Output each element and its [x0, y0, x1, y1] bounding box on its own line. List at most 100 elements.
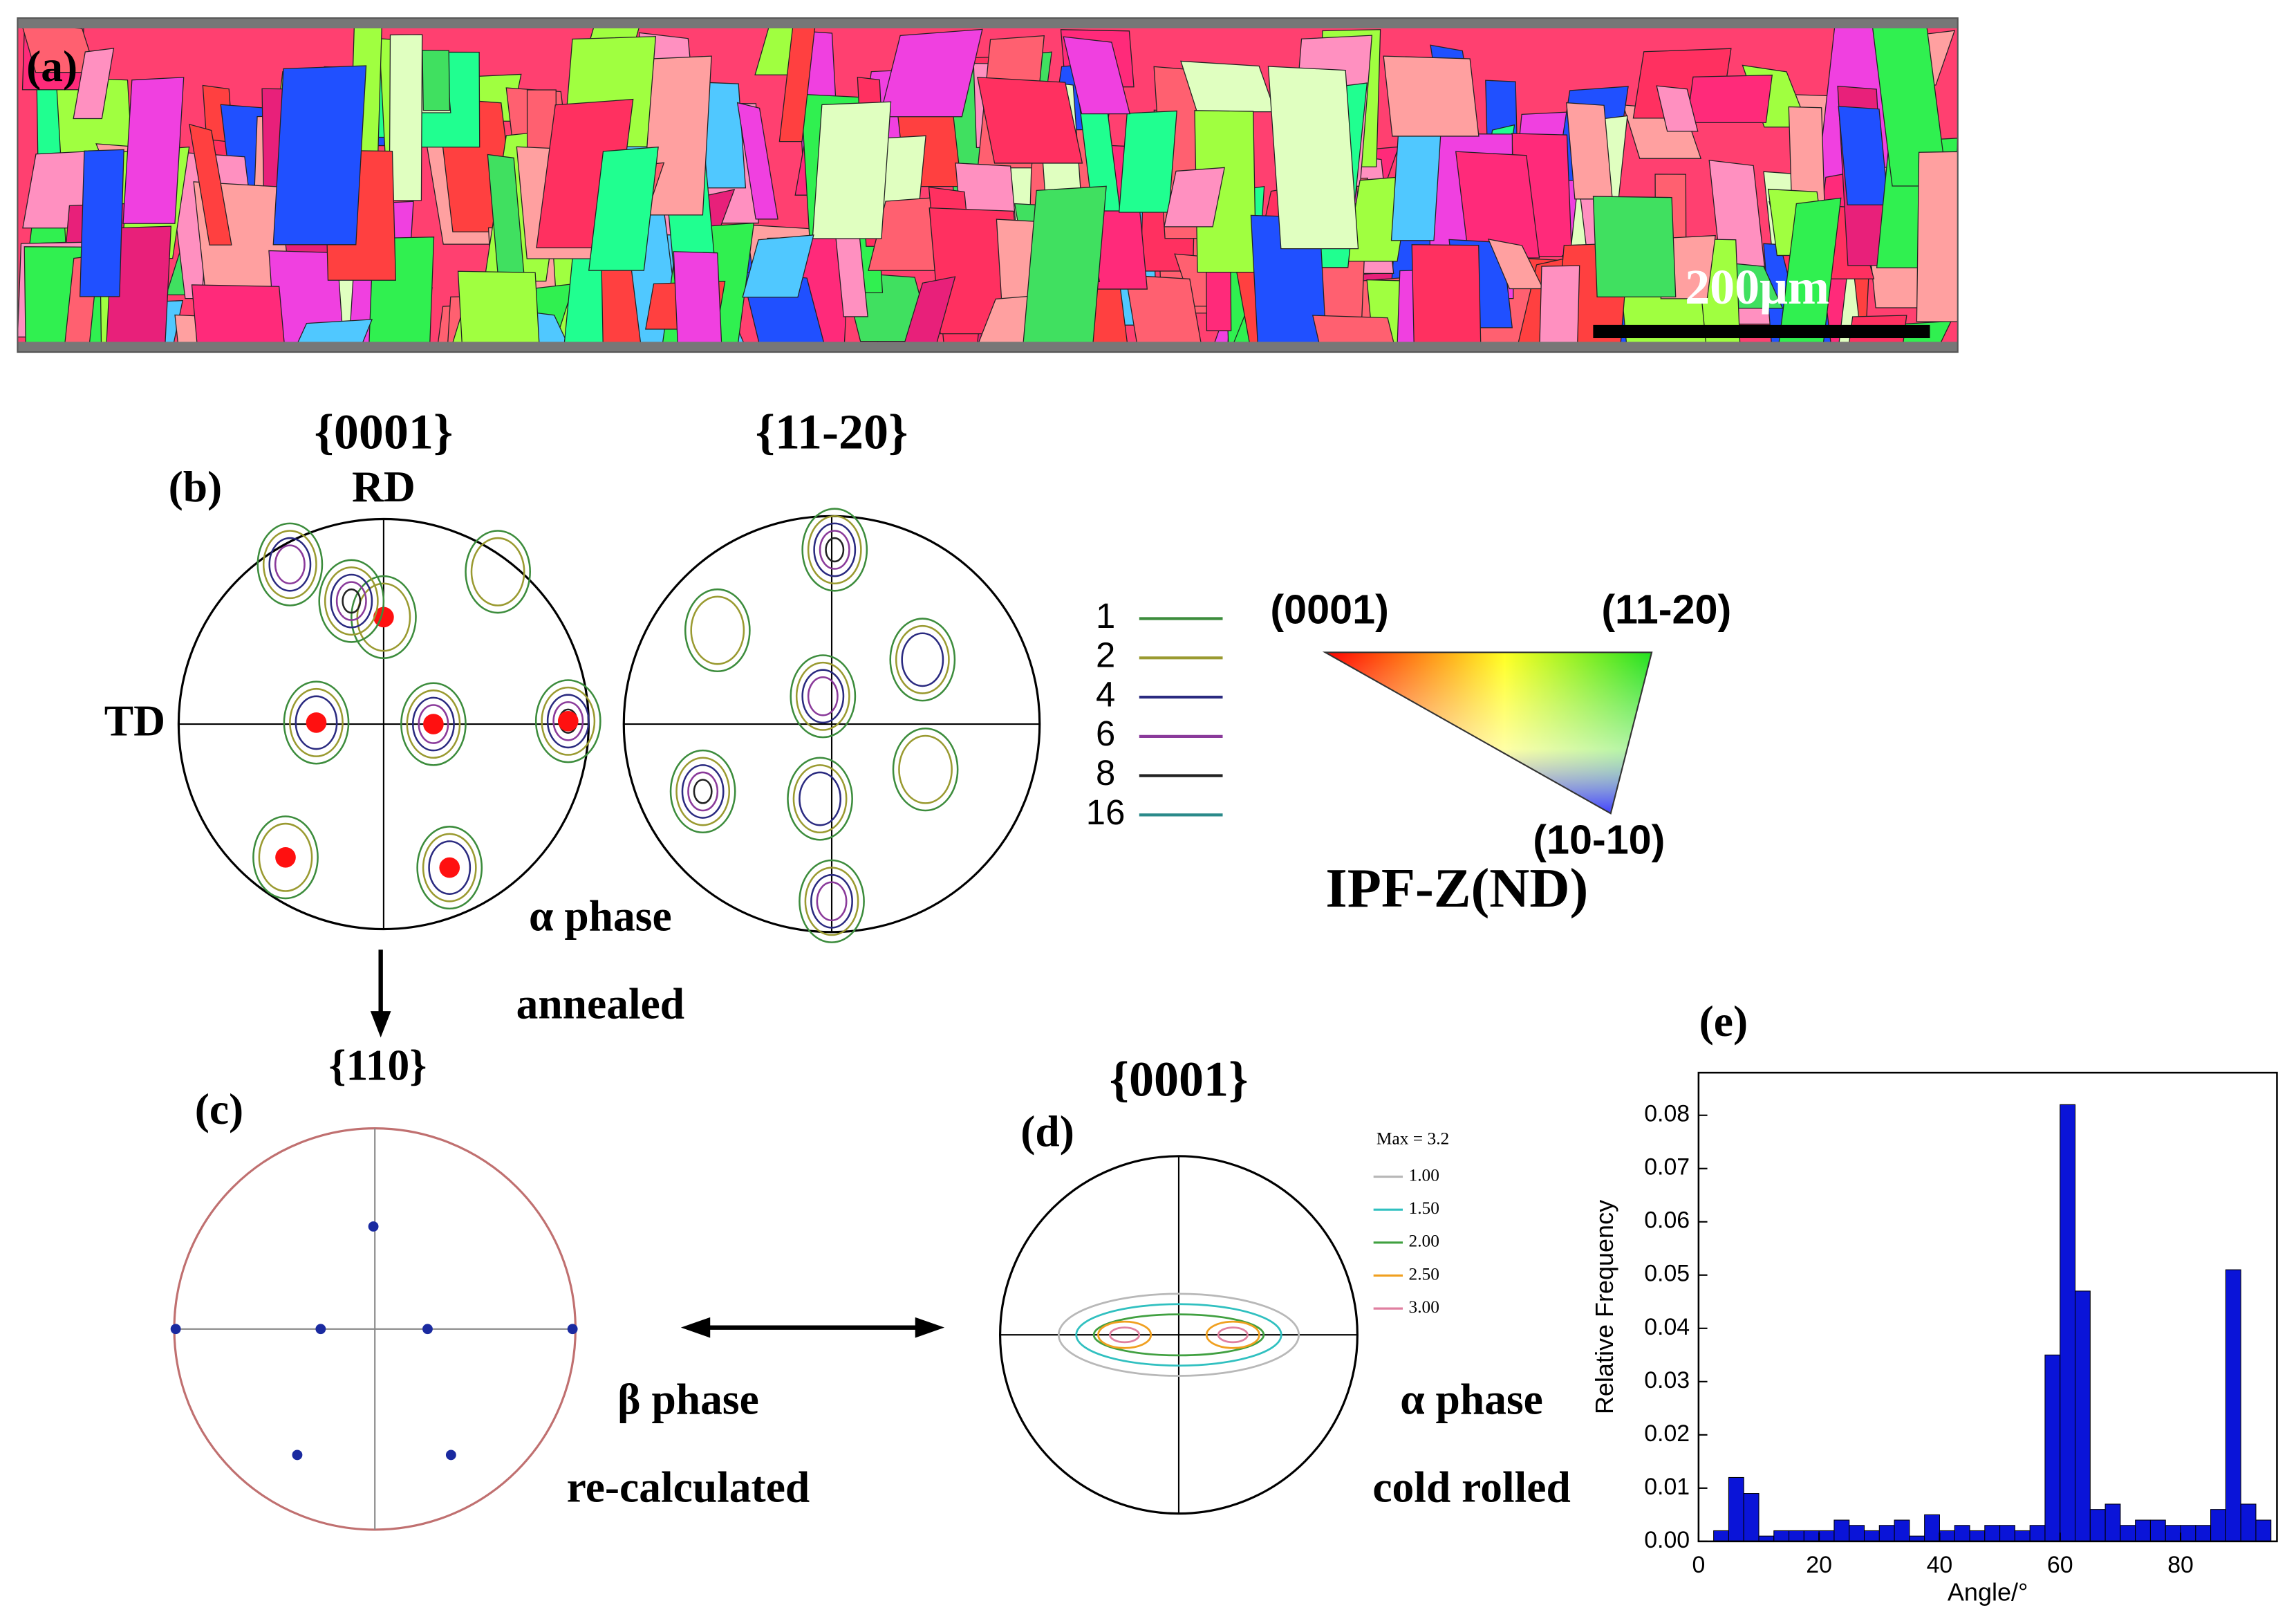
- ipf-triangle-shade: [1322, 651, 1653, 815]
- contour: [810, 873, 853, 929]
- y-tick-label: 0.00: [1644, 1527, 1690, 1553]
- contour: [324, 566, 379, 636]
- contour: [552, 701, 584, 741]
- legend-label: 2.00: [1409, 1232, 1439, 1251]
- bar: [2089, 1509, 2106, 1542]
- contour: [1075, 1303, 1282, 1367]
- grain: [422, 49, 451, 111]
- grain: [1022, 185, 1107, 353]
- bar: [2255, 1519, 2272, 1542]
- bar: [1999, 1525, 2015, 1542]
- contour: [1205, 1320, 1260, 1349]
- pole: [423, 714, 444, 734]
- contour: [681, 764, 725, 819]
- pf-title: {0001}: [1110, 1052, 1249, 1107]
- contour: [807, 515, 862, 584]
- x-tick-label: 20: [1806, 1552, 1832, 1578]
- bar: [1969, 1530, 1986, 1542]
- contour: [289, 687, 344, 757]
- contour: [252, 815, 319, 900]
- grain: [879, 28, 983, 118]
- map-frame: [17, 17, 1959, 353]
- contour: [428, 840, 472, 895]
- bar: [2029, 1525, 2046, 1542]
- grain: [122, 77, 185, 224]
- contour: [406, 689, 461, 759]
- x-tick-label: 80: [2167, 1552, 2194, 1578]
- contour: [258, 822, 313, 892]
- contour-legend: 1.00 1.50 2.00 2.50 3.00: [1373, 1165, 1439, 1317]
- contour: [792, 764, 848, 834]
- panel-label: (a): [26, 41, 77, 91]
- ipf-corner: (10-10): [1533, 816, 1665, 862]
- phase-label: β phase: [617, 1374, 759, 1423]
- contour: [318, 559, 385, 643]
- legend-label: 6: [1096, 714, 1115, 753]
- contour: [892, 728, 959, 812]
- pole: [439, 857, 460, 878]
- bar: [2135, 1519, 2151, 1542]
- grain: [736, 102, 778, 220]
- contour: [470, 537, 525, 606]
- arrow-head: [680, 1317, 711, 1338]
- contour: [1109, 1326, 1141, 1344]
- contour: [898, 734, 953, 804]
- y-tick-label: 0.01: [1644, 1474, 1690, 1500]
- grain: [79, 149, 124, 297]
- bar: [2195, 1525, 2212, 1542]
- ipf-corner: (11-20): [1601, 586, 1731, 633]
- grain: [673, 251, 722, 353]
- contour: [416, 826, 483, 910]
- grain: [1267, 66, 1359, 250]
- pole-figure: [998, 1155, 1359, 1515]
- poles: [170, 1221, 578, 1461]
- contour: [268, 537, 312, 592]
- contour: [256, 522, 324, 606]
- grain: [977, 77, 1083, 164]
- contour: [330, 573, 373, 629]
- bar: [1728, 1476, 1744, 1542]
- pf-title: {11-20}: [756, 404, 908, 459]
- contour: [295, 695, 338, 750]
- grain: [1916, 151, 1959, 322]
- contour: [687, 771, 719, 812]
- legend-label: 1.50: [1409, 1198, 1439, 1218]
- contour: [790, 654, 857, 739]
- grain: [1539, 265, 1580, 353]
- panel-label: (d): [1020, 1106, 1074, 1156]
- contour: [807, 676, 839, 716]
- bar: [1939, 1530, 1955, 1542]
- td-label: TD: [104, 696, 165, 745]
- contour: [799, 859, 865, 943]
- grain: [272, 65, 367, 246]
- bar: [2060, 1104, 2076, 1542]
- contour: [889, 618, 956, 702]
- y-tick-label: 0.07: [1644, 1154, 1690, 1180]
- bar: [1954, 1525, 1970, 1542]
- grain: [1118, 110, 1177, 213]
- pole: [306, 712, 327, 733]
- map-edge: [17, 18, 1958, 28]
- y-tick-label: 0.08: [1644, 1101, 1690, 1127]
- map-edge: [17, 342, 1958, 353]
- bar: [1773, 1530, 1790, 1542]
- grain: [1063, 36, 1131, 115]
- contour: [335, 581, 367, 621]
- pf-title: {0001}: [315, 404, 454, 459]
- grain: [742, 234, 814, 298]
- contour: [801, 669, 845, 724]
- panel-label: (e): [1699, 997, 1748, 1046]
- grain: [389, 34, 423, 201]
- contour: [787, 757, 853, 841]
- contour: [1217, 1326, 1249, 1344]
- bar: [1878, 1525, 1895, 1542]
- x-tick-label: 0: [1692, 1552, 1705, 1578]
- pole-figures: [177, 508, 1041, 943]
- grain: [189, 123, 232, 246]
- phase-label: α phase: [1400, 1374, 1543, 1423]
- grain: [812, 101, 892, 239]
- grain: [1164, 167, 1225, 228]
- bar: [2180, 1525, 2196, 1542]
